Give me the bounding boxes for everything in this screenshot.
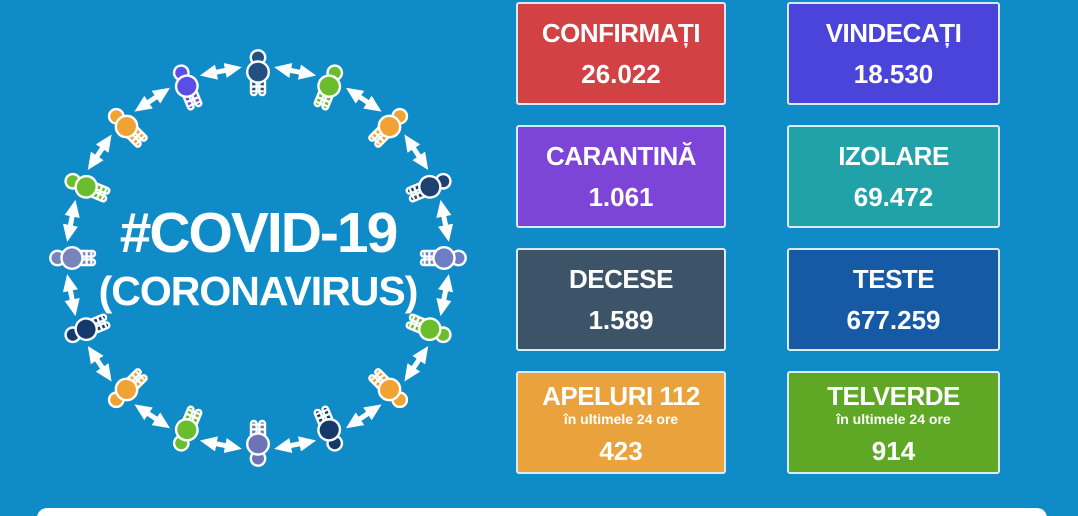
person-icon: [368, 368, 409, 409]
card-carantina: CARANTINĂ 1.061: [516, 125, 726, 228]
card-label: IZOLARE: [838, 140, 949, 171]
person-icon: [313, 64, 344, 111]
person-icon: [419, 245, 467, 271]
card-label: DECESE: [569, 263, 673, 294]
card-label: CARANTINĂ: [545, 140, 697, 171]
transmission-arrow: [62, 199, 80, 242]
transmission-arrow: [199, 436, 242, 454]
transmission-arrow: [62, 274, 80, 317]
card-label: TELVERDE: [827, 381, 960, 412]
transmission-arrow: [274, 436, 317, 454]
card-label: CONFIRMAȚI: [541, 17, 701, 48]
person-icon: [245, 49, 271, 97]
transmission-arrow: [436, 274, 454, 317]
transmission-arrow: [345, 87, 382, 112]
card-value: 423: [599, 435, 643, 466]
transmission-arrow: [87, 345, 112, 382]
card-sublabel: în ultimele 24 ore: [563, 411, 679, 428]
transmission-ring-graphic: #COVID-19 (CORONAVIRUS): [0, 0, 516, 516]
transmission-arrow: [274, 62, 317, 80]
card-sublabel: în ultimele 24 ore: [836, 411, 951, 428]
card-decese: DECESE 1.589: [516, 248, 726, 351]
person-icon: [405, 172, 452, 203]
card-teste: TESTE 677.259: [787, 248, 1000, 351]
card-telverde: TELVERDE în ultimele 24 ore 914: [787, 371, 1000, 474]
card-value: 1.061: [588, 182, 654, 213]
card-label: APELURI 112: [542, 381, 700, 412]
card-value: 914: [871, 435, 916, 466]
transmission-arrow: [345, 404, 382, 429]
person-icon: [368, 107, 409, 148]
card-value: 1.589: [588, 305, 654, 336]
person-icon: [64, 172, 111, 203]
person-icon: [107, 368, 148, 409]
person-icon: [172, 405, 203, 452]
transmission-arrow: [436, 199, 454, 242]
card-value: 677.259: [846, 305, 941, 336]
card-confirmati: CONFIRMAȚI 26.022: [516, 2, 726, 105]
card-value: 69.472: [853, 182, 934, 213]
person-icon: [405, 313, 452, 344]
transmission-arrow: [134, 87, 171, 112]
card-label: VINDECAȚI: [825, 17, 962, 48]
person-icon: [64, 313, 111, 344]
transmission-arrow: [404, 345, 429, 382]
covid-ring-svg: [49, 49, 467, 467]
card-apeluri-112: APELURI 112 în ultimele 24 ore 423: [516, 371, 726, 474]
footer-bar: [37, 508, 1047, 516]
stats-grid: CONFIRMAȚI 26.022 VINDECAȚI 18.530 CARAN…: [516, 2, 1000, 474]
person-icon: [107, 107, 148, 148]
person-icon: [313, 405, 344, 452]
card-value: 26.022: [581, 59, 661, 90]
card-value: 18.530: [853, 59, 934, 90]
transmission-arrow: [87, 134, 112, 171]
card-izolare: IZOLARE 69.472: [787, 125, 1000, 228]
card-label: TESTE: [852, 263, 935, 294]
transmission-arrow: [404, 134, 429, 171]
person-icon: [49, 245, 97, 271]
card-vindecati: VINDECAȚI 18.530: [787, 2, 1000, 105]
person-icon: [172, 64, 203, 111]
transmission-arrow: [199, 62, 242, 80]
person-icon: [245, 419, 271, 467]
transmission-arrow: [134, 404, 171, 429]
